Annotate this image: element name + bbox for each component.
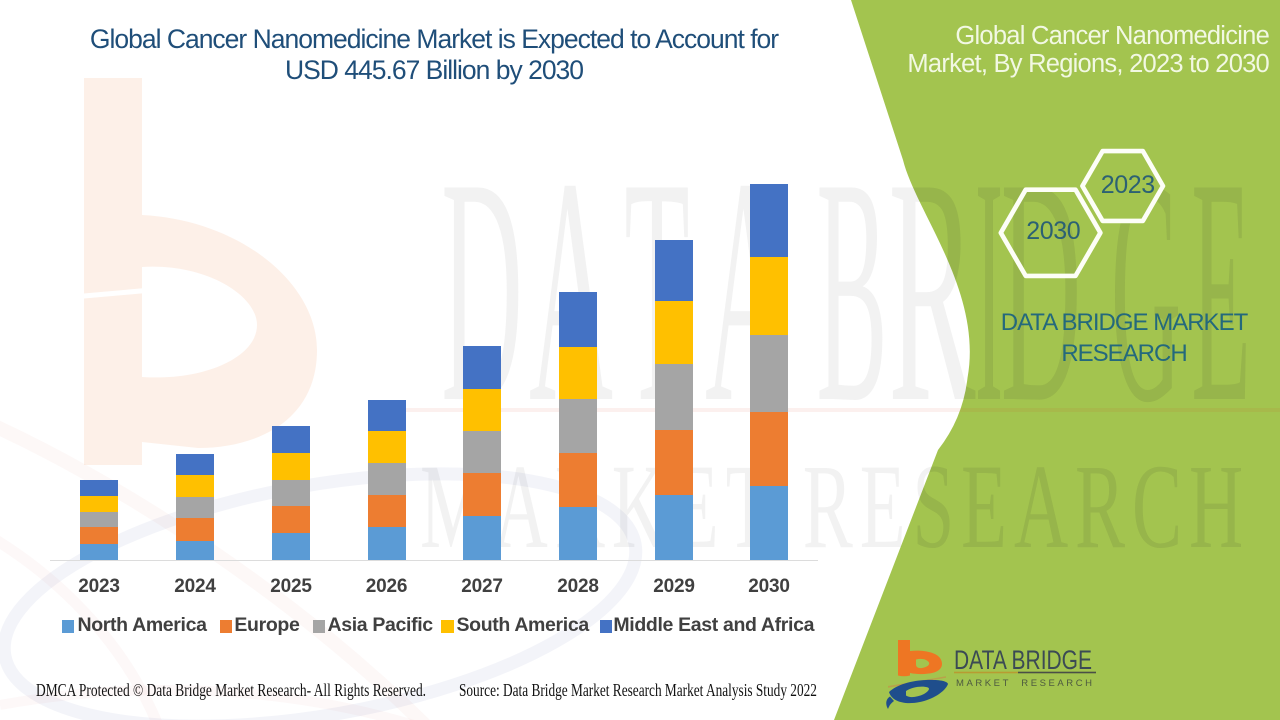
svg-text:DATA BRIDGE: DATA BRIDGE: [954, 645, 1092, 675]
svg-text:MARKET RESEARCH: MARKET RESEARCH: [956, 678, 1092, 689]
